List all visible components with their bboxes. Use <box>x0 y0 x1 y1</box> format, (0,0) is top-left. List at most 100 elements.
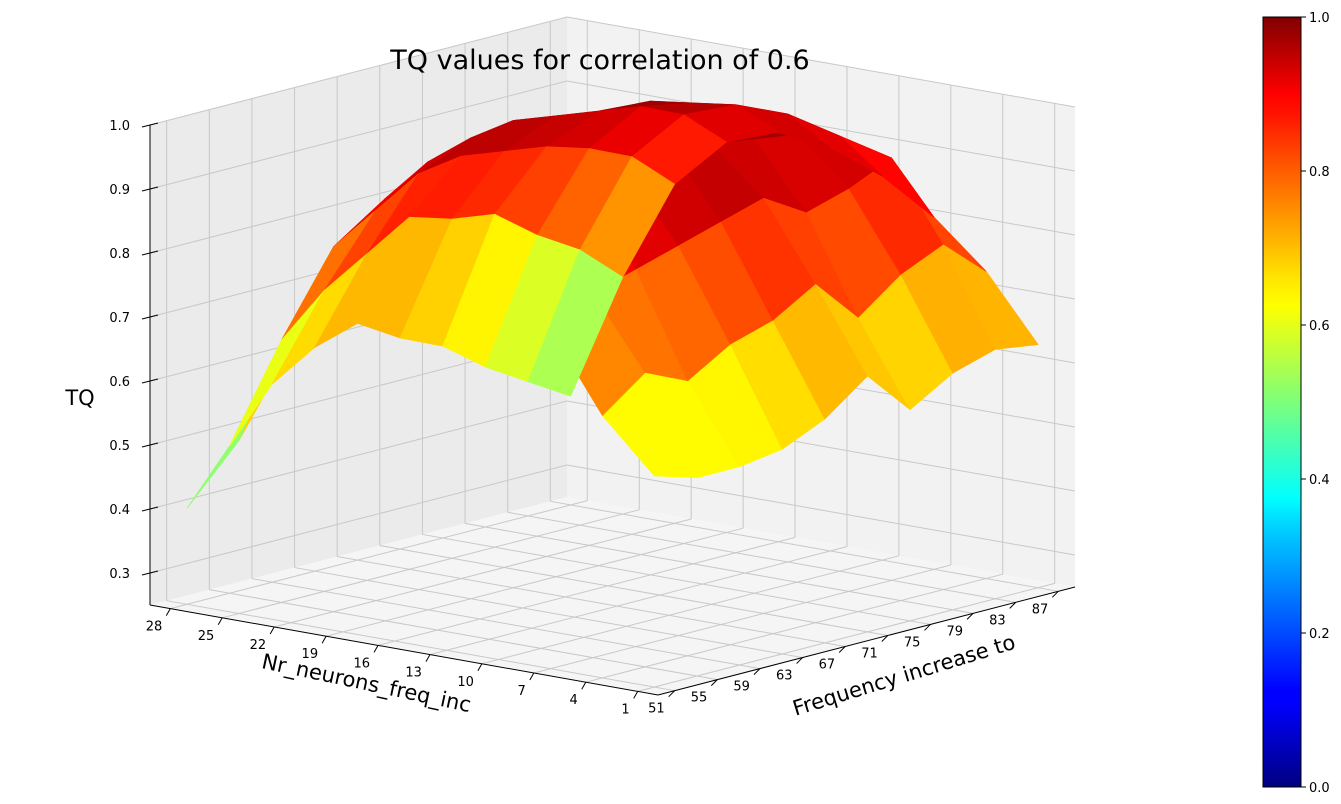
x-tick <box>1051 590 1059 598</box>
z-tick-label: 1.0 <box>109 119 130 134</box>
surface-mesh <box>186 100 1039 509</box>
grid-line <box>566 464 1076 556</box>
grid-line <box>166 600 675 692</box>
z-tick-label: 0.5 <box>109 439 130 454</box>
grid-line <box>149 16 568 126</box>
y-tick <box>165 608 171 616</box>
grid-line <box>377 536 796 646</box>
colorbar-tick-label: 0.2 <box>1309 627 1330 642</box>
y-tick-label: 22 <box>250 638 267 653</box>
grid-line <box>637 582 1055 692</box>
y-tick <box>477 663 483 672</box>
y-tick-label: 7 <box>518 684 526 699</box>
grid-line <box>274 518 692 628</box>
z-tick <box>141 442 159 448</box>
y-tick <box>529 672 535 681</box>
z-tick <box>141 314 159 320</box>
x-tick-label: 79 <box>947 624 964 639</box>
y-tick-label: 4 <box>569 693 577 708</box>
z-tick <box>141 570 159 576</box>
grid-line <box>337 556 846 648</box>
y-tick-label: 13 <box>405 666 422 681</box>
y-tick-label: 25 <box>198 629 215 644</box>
grid-line <box>507 511 1016 603</box>
grid-line <box>585 573 1003 683</box>
grid-line <box>149 400 568 510</box>
colorbar-ticks: 0.0 0.2 0.4 0.6 0.8 1.0 <box>1301 11 1330 796</box>
y-tick <box>217 617 223 626</box>
x-tick <box>753 668 761 675</box>
y-tick-label: 28 <box>146 620 163 635</box>
grid-line <box>566 16 1076 108</box>
colorbar-tick-label: 1.0 <box>1309 11 1330 26</box>
grid-line <box>464 522 974 614</box>
grid-line <box>481 555 900 665</box>
x-tick-label: 59 <box>733 680 750 695</box>
colorbar-tick-label: 0.4 <box>1309 473 1330 488</box>
z-tick-label: 0.3 <box>109 567 130 582</box>
x-tick <box>881 635 889 642</box>
grid-line <box>379 544 888 636</box>
z-tick-label: 0.9 <box>109 183 130 198</box>
x-tick <box>796 657 803 664</box>
y-tick-label: 16 <box>353 656 370 671</box>
grid-line <box>170 500 588 610</box>
x-tick <box>668 690 676 698</box>
z-tick-label: 0.4 <box>109 503 130 518</box>
y-tick <box>581 681 587 690</box>
grid-line <box>325 527 744 637</box>
grid-line <box>422 533 931 625</box>
colorbar <box>1262 16 1302 788</box>
x-axis-line <box>657 586 1076 696</box>
chart-title: TQ values for correlation of 0.6 <box>389 45 809 76</box>
z-tick <box>141 186 159 192</box>
tick-labels: 51 55 59 63 67 71 75 79 83 87 1 4 7 10 13 16 19 22 25 28 0.3… <box>109 119 1059 717</box>
x-tick <box>924 624 931 631</box>
x-tick-label: 55 <box>691 691 708 706</box>
colorbar-tick-label: 0.6 <box>1309 319 1330 334</box>
y-tick <box>633 691 639 699</box>
grid-line <box>251 578 761 670</box>
x-tick-label: 63 <box>776 669 793 684</box>
z-tick-label: 0.8 <box>109 247 130 262</box>
x-tick <box>710 679 718 686</box>
y-tick <box>425 654 431 662</box>
x-tick-label: 67 <box>819 658 836 673</box>
grid-line <box>429 546 848 656</box>
z-tick-label: 0.6 <box>109 375 130 390</box>
colorbar-tick-label: 0.8 <box>1309 165 1330 180</box>
y-tick <box>373 645 379 653</box>
grid-line <box>209 589 718 681</box>
grid-line <box>222 509 640 619</box>
z-tick <box>141 378 159 384</box>
grid-line <box>550 500 1059 592</box>
grid-line <box>149 464 568 574</box>
surface-face <box>527 249 624 397</box>
x-tick-label: 75 <box>904 635 921 650</box>
y-tick <box>321 635 327 644</box>
axis-lines <box>149 125 1076 696</box>
z-tick-label: 0.7 <box>109 311 130 326</box>
x-tick <box>1009 602 1017 609</box>
x-tick-label: 71 <box>861 646 878 661</box>
x-tick-label: 83 <box>989 613 1006 628</box>
y-tick-label: 1 <box>621 702 629 717</box>
colorbar-tick-label: 0.0 <box>1309 781 1330 796</box>
z-axis-title: TQ <box>64 386 94 410</box>
y-tick-label: 10 <box>457 675 474 690</box>
x-tick-label: 87 <box>1032 602 1049 617</box>
y-tick <box>269 626 275 635</box>
grid-line <box>294 567 803 659</box>
grid-line <box>149 80 568 190</box>
grid-line <box>533 564 951 674</box>
z-tick <box>141 122 159 128</box>
x-tick-label: 51 <box>648 702 665 717</box>
z-tick <box>141 506 159 512</box>
z-tick <box>141 250 159 256</box>
x-tick <box>966 613 974 620</box>
y-tick-label: 19 <box>302 647 319 662</box>
x-tick <box>838 646 846 653</box>
grid-line <box>566 80 1076 172</box>
y-axis-line <box>149 604 659 696</box>
